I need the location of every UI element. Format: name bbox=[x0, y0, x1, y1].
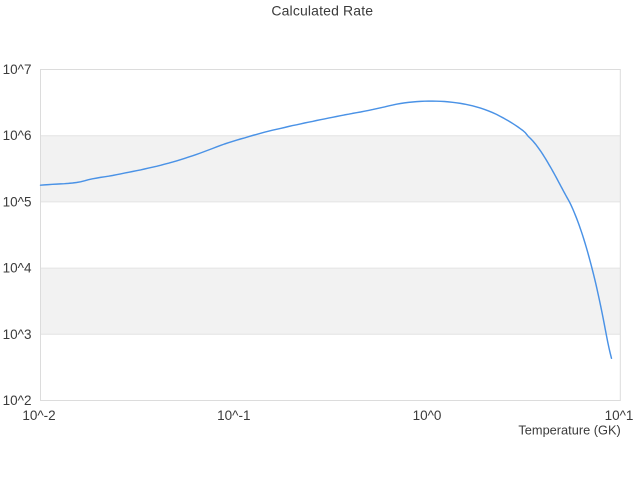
svg-text:Calculated Rate: Calculated Rate bbox=[271, 3, 373, 19]
svg-text:Temperature (GK): Temperature (GK) bbox=[518, 423, 620, 438]
svg-text:10^3: 10^3 bbox=[3, 327, 32, 342]
svg-text:10^1: 10^1 bbox=[605, 408, 634, 423]
svg-text:10^5: 10^5 bbox=[3, 194, 32, 209]
svg-text:10^7: 10^7 bbox=[3, 62, 32, 77]
svg-text:10^-2: 10^-2 bbox=[22, 408, 55, 423]
svg-text:10^4: 10^4 bbox=[3, 261, 32, 276]
svg-text:10^2: 10^2 bbox=[3, 393, 32, 408]
svg-text:10^0: 10^0 bbox=[413, 408, 442, 423]
svg-text:10^6: 10^6 bbox=[3, 128, 32, 143]
svg-text:10^-1: 10^-1 bbox=[217, 408, 250, 423]
